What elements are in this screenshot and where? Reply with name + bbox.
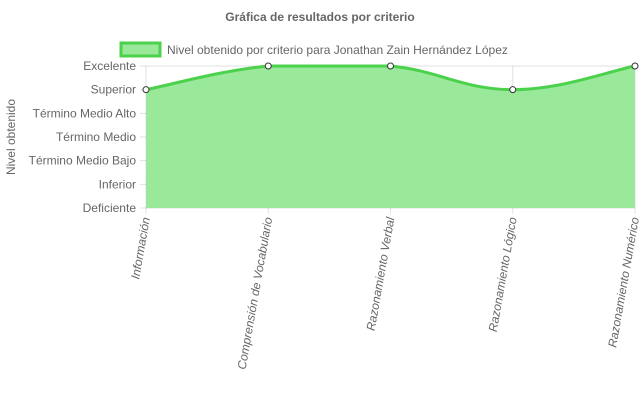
area-layer	[145, 64, 636, 208]
y-tick-label: Deficiente	[83, 201, 137, 215]
legend-label[interactable]: Nivel obtenido por criterio para Jonatha…	[167, 43, 508, 57]
y-tick-label: Término Medio Alto	[33, 106, 137, 120]
y-axis-label: Nivel obtenido	[4, 99, 18, 175]
x-tick-label: Razonamiento Verbal	[364, 216, 398, 332]
data-point[interactable]	[387, 62, 394, 70]
chart-title: Gráfica de resultados por criterio	[225, 10, 414, 24]
x-tick-label: Razonamiento Lógico	[486, 216, 520, 333]
y-axis: Deficiente Inferior Término Medio Bajo Térm…	[29, 59, 137, 215]
legend[interactable]: Nivel obtenido por criterio para Jonatha…	[119, 41, 508, 58]
x-axis: Información Comprensión de Vocabulario Raz…	[128, 216, 639, 371]
x-tick-label: Información	[128, 216, 153, 280]
y-tick-label: Superior	[91, 83, 136, 97]
x-tick-label: Razonamiento Numérico	[605, 216, 639, 349]
data-point[interactable]	[631, 62, 639, 70]
y-tick-label: Término Medio Bajo	[29, 154, 137, 168]
y-tick-label: Término Medio	[56, 130, 136, 144]
y-tick-label: Excelente	[83, 59, 136, 73]
y-tick-label: Inferior	[99, 177, 136, 191]
data-point[interactable]	[142, 86, 150, 94]
data-points	[142, 62, 639, 94]
data-point[interactable]	[264, 62, 272, 70]
legend-swatch[interactable]	[119, 41, 162, 58]
x-tick-label: Comprensión de Vocabulario	[235, 216, 276, 371]
series-area	[146, 66, 635, 208]
data-point[interactable]	[509, 86, 517, 94]
